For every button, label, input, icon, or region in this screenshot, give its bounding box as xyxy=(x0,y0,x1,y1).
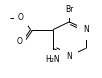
Text: O: O xyxy=(16,37,22,46)
Text: Br: Br xyxy=(65,5,74,14)
Text: NH: NH xyxy=(48,56,59,62)
Text: N: N xyxy=(67,52,72,61)
Text: H₂N: H₂N xyxy=(46,55,60,64)
Text: O: O xyxy=(18,13,24,22)
Text: 2: 2 xyxy=(58,55,61,60)
Text: N: N xyxy=(83,25,89,34)
